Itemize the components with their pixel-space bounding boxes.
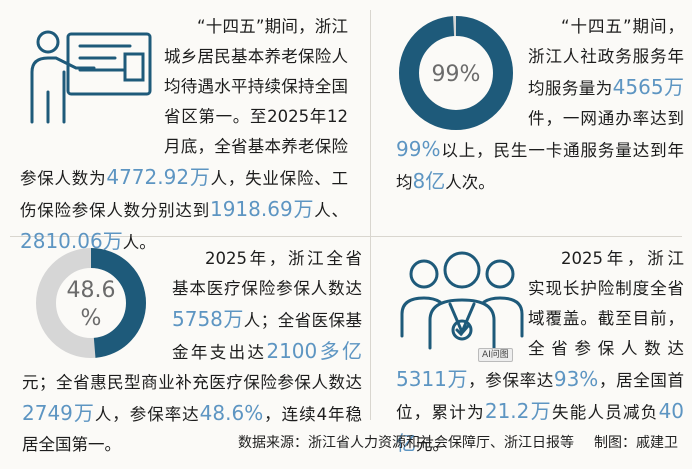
donut-label: 99% [432,62,481,87]
footer: 数据来源：浙江省人力资源和社会保障厅、浙江日报等 制图：戚建卫 [218,432,678,452]
donut-arc [36,248,146,358]
highlight-number: 48.6% [199,401,264,425]
paragraph: “十四五”期间，浙江城乡居民基本养老保险人均待遇水平持续保持全国省区第一。至20… [20,12,348,258]
people-icon [400,251,524,350]
highlight-number: 4565万 [612,75,685,99]
highlight-number: 4772.92万 [106,165,211,189]
panel: 99% “十四五”期间，浙江人社政务服务年均服务量为4565万件，一网通办率达到… [396,12,684,198]
highlight-number: 99% [396,137,441,161]
text-segment: 元；全省惠民型商业补充医疗保险参保人数达 [22,373,362,392]
ai-badge[interactable]: AI问图 [478,348,513,362]
text-segment: 2025年，浙江实现长护险制度全省域覆盖。截至目前，全省参保人数达 [528,249,684,358]
donut-chart: 99% [399,16,513,130]
donut-arc [399,16,513,130]
text-segment: 以上，民生一卡通服务量达到年均 [396,141,684,192]
panel: AI问图 2025年，浙江实现长护险制度全省域覆盖。截至目前，全省参保人数达 53… [396,244,684,460]
text-segment: 人次。 [445,173,495,192]
donut-label: 48.6% [67,278,116,331]
text-segment: 失能人员减负 [551,403,659,422]
highlight-number: 2100多亿 [266,339,362,363]
highlight-number: 8亿 [412,169,446,193]
text-segment: ，参保率达 [468,371,554,390]
paragraph: 2025年，浙江实现长护险制度全省域覆盖。截至目前，全省参保人数达 5311万，参… [396,244,684,460]
highlight-number: 2810.06万 [20,229,123,253]
text-segment: 人，失业保险、工伤保险参保人数分别达到 [20,169,349,220]
highlight-number: 93% [553,367,599,391]
text-segment: ，居全国首位，累计为 [396,371,684,422]
highlight-number: 21.2万 [484,399,552,423]
source: 数据来源：浙江省人力资源和社会保障厅、浙江日报等 [238,435,574,451]
highlight-number: 5758万 [172,307,244,331]
text-segment: ，连续4年稳居全国第一。 [22,405,363,454]
credit: 制图：戚建卫 [594,435,678,451]
panel: “十四五”期间，浙江城乡居民基本养老保险人均待遇水平持续保持全国省区第一。至20… [20,12,348,258]
text-segment: 件，一网通办率达到 [528,109,684,128]
text-segment: 元。 [416,435,449,454]
highlight-number: 40亿 [396,399,685,455]
text-segment: 人。 [122,233,156,252]
text-segment: 人，参保率达 [94,405,200,424]
highlight-number: 1918.69万 [209,197,315,221]
text-segment: 人；全省医保基金年支出达 [172,311,362,362]
text-segment: “十四五”期间，浙江人社政务服务年均服务量为 [528,17,684,98]
teacher-icon [30,30,152,124]
divider [10,236,682,237]
text-segment: 人、 [314,201,349,220]
text-segment: “十四五”期间，浙江城乡居民基本养老保险人均待遇水平持续保持全国省区第一。至20… [20,17,348,188]
donut-chart: 48.6% [36,248,146,358]
highlight-number: 5311万 [396,367,469,391]
panel: 48.6% 2025年，浙江全省基本医疗保险参保人数达 5758万人；全省医保基金… [22,244,362,460]
text-segment: 2025年，浙江全省基本医疗保险参保人数达 [172,249,362,298]
paragraph: 2025年，浙江全省基本医疗保险参保人数达 5758万人；全省医保基金年支出达21… [22,244,362,460]
divider [370,10,371,420]
highlight-number: 2749万 [22,401,95,425]
paragraph: “十四五”期间，浙江人社政务服务年均服务量为4565万件，一网通办率达到99%以… [396,12,684,198]
